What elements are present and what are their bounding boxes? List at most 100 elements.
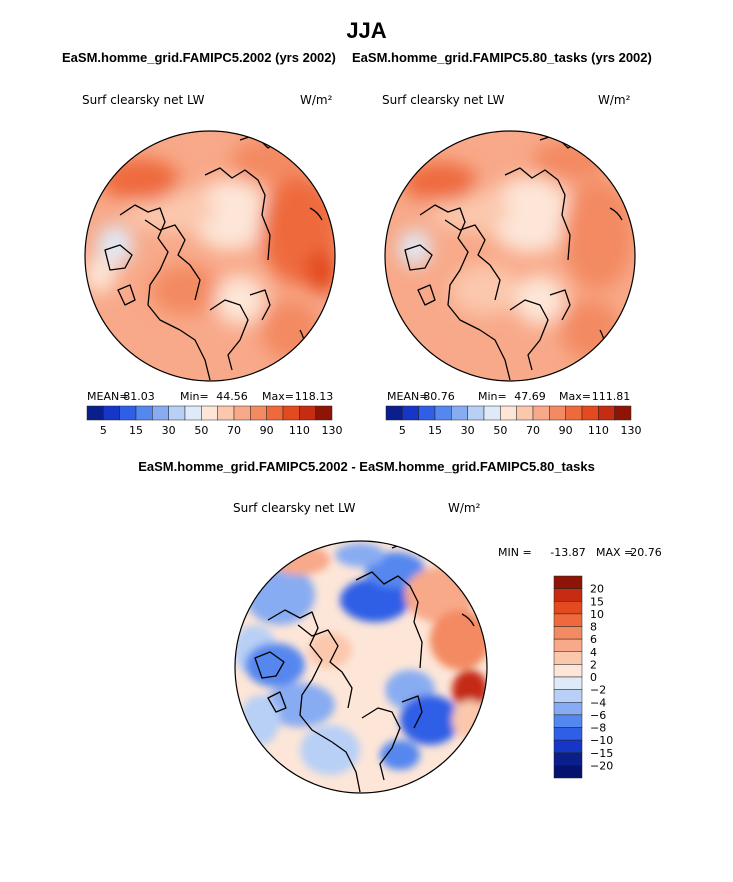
panel-2-colorbar-swatch — [467, 405, 485, 421]
panel-1-colorbar-label: 90 — [260, 424, 274, 437]
panel-2-colorbar-swatch — [549, 405, 566, 421]
panel-2-colorbar-swatch — [500, 405, 517, 421]
panel-diff-map-border — [234, 540, 488, 794]
panel-diff-colorbar-swatch — [553, 575, 583, 589]
panel-diff-colorbar-label: 0 — [590, 671, 597, 684]
panel-diff-min-label: MIN = — [498, 546, 532, 559]
panel-2-map-border — [384, 130, 636, 382]
panel-1-colorbar-swatch — [168, 405, 186, 421]
panel-2-mean-label: MEAN= — [387, 390, 428, 403]
panel-1-colorbar-swatch — [135, 405, 153, 421]
panel-2-colorbar-label: 130 — [621, 424, 642, 437]
panel-1-colorbar-swatch — [184, 405, 202, 421]
panel-diff-colorbar-swatch — [553, 739, 583, 753]
panel-2-colorbar-swatch — [451, 405, 468, 421]
panel-1-colorbar-swatch — [299, 405, 316, 421]
panel-2-colorbar-swatch — [565, 405, 583, 421]
panel-diff-colorbar-label: 20 — [590, 583, 604, 596]
panel-1-colorbar-label: 30 — [162, 424, 176, 437]
panel-2-colorbar-label: 15 — [428, 424, 442, 437]
panel-2-min-value: 47.69 — [514, 390, 546, 403]
panel-diff-colorbar-swatch — [553, 613, 583, 627]
panel-2-min-label: Min= — [478, 390, 507, 403]
panel-diff-colorbar-label: 2 — [590, 658, 597, 671]
panel-2-max-label: Max= — [559, 390, 591, 403]
panel-2-colorbar-swatch — [402, 405, 419, 421]
panel-1-colorbar-label: 130 — [322, 424, 343, 437]
panel-2-colorbar-label: 110 — [588, 424, 609, 437]
panel-diff-colorbar-swatch — [553, 664, 583, 678]
panel-diff-colorbar-label: 15 — [590, 595, 604, 608]
panel-1-units: W/m² — [300, 93, 333, 107]
panel-1-colorbar-swatch — [250, 405, 267, 421]
panel-diff-max-value: 20.76 — [630, 546, 662, 559]
panel-1-mean-value: 81.03 — [123, 390, 155, 403]
panel-2-title: EaSM.homme_grid.FAMIPC5.80_tasks (yrs 20… — [352, 50, 652, 65]
panel-2-colorbar-swatch — [516, 405, 534, 421]
panel-diff-colorbar-label: −6 — [590, 709, 606, 722]
panel-diff-colorbar-swatch — [553, 702, 583, 716]
panel-2-colorbar-swatch — [385, 405, 403, 421]
panel-1-min-value: 44.56 — [216, 390, 248, 403]
panel-diff-map — [235, 541, 487, 793]
panel-1-colorbar-label: 5 — [100, 424, 107, 437]
panel-2-colorbar-swatch — [581, 405, 599, 421]
panel-1-colorbar-swatch — [266, 405, 284, 421]
panel-diff-colorbar-swatch — [553, 752, 583, 766]
panel-2-mean-value: 80.76 — [423, 390, 455, 403]
panel-1-colorbar-swatch — [103, 405, 120, 421]
panel-diff-colorbar-label: −20 — [590, 759, 613, 772]
diff-panel-title: EaSM.homme_grid.FAMIPC5.2002 - EaSM.homm… — [138, 459, 595, 474]
panel-1-variable: Surf clearsky net LW — [82, 93, 205, 107]
panel-diff-colorbar-swatch — [553, 765, 583, 779]
panel-1-title: EaSM.homme_grid.FAMIPC5.2002 (yrs 2002) — [62, 50, 336, 65]
panel-2-colorbar-swatch — [598, 405, 615, 421]
panel-1-max-label: Max= — [262, 390, 294, 403]
panel-diff-colorbar-swatch — [553, 714, 583, 728]
panel-1-colorbar-swatch — [152, 405, 169, 421]
panel-diff-units: W/m² — [448, 501, 481, 515]
panel-diff-colorbar-swatch — [553, 588, 583, 602]
panel-1-mean-label: MEAN= — [87, 390, 128, 403]
panel-1-min-label: Min= — [180, 390, 209, 403]
panel-1-colorbar-label: 70 — [227, 424, 241, 437]
panel-1-colorbar: 5 15 30 50 70 90 110 130 — [86, 405, 343, 437]
panel-1-colorbar-swatch — [217, 405, 235, 421]
panel-diff-colorbar-swatch — [553, 601, 583, 615]
panel-1: Surf clearsky net LW W/m² — [82, 93, 343, 437]
panel-2-colorbar-swatch — [532, 405, 550, 421]
panel-1-colorbar-label: 110 — [289, 424, 310, 437]
panel-diff: Surf clearsky net LW W/m² MIN = -13.87 M… — [233, 501, 662, 794]
panel-2-colorbar-swatch — [434, 405, 452, 421]
panel-2-colorbar-swatch — [614, 405, 632, 421]
panel-diff-colorbar-label: −8 — [590, 722, 606, 735]
panel-diff-colorbar-label: −10 — [590, 734, 613, 747]
panel-2-units: W/m² — [598, 93, 631, 107]
panel-2-colorbar-label: 30 — [461, 424, 475, 437]
panel-1-map — [85, 131, 335, 381]
panel-diff-colorbar-label: 10 — [590, 608, 604, 621]
panel-diff-colorbar-label: 8 — [590, 621, 597, 634]
panel-1-colorbar-swatch — [119, 405, 137, 421]
panel-1-colorbar-swatch — [282, 405, 300, 421]
panel-1-colorbar-swatch — [86, 405, 104, 421]
panel-1-colorbar-swatch — [233, 405, 251, 421]
panel-1-map-border — [84, 130, 336, 382]
panel-2-colorbar: 5 15 30 50 70 90 110 130 — [385, 405, 642, 437]
panel-diff-colorbar-swatch — [553, 676, 583, 690]
panel-1-colorbar-label: 15 — [129, 424, 143, 437]
panel-2: Surf clearsky net LW W/m² — [382, 93, 642, 437]
panel-2-max-value: 111.81 — [592, 390, 631, 403]
panel-2-map — [385, 131, 635, 381]
figure-title: JJA — [346, 18, 387, 43]
panel-diff-colorbar-swatch — [553, 689, 583, 703]
panel-2-colorbar-label: 50 — [493, 424, 507, 437]
panel-diff-max-label: MAX = — [596, 546, 633, 559]
panel-diff-colorbar-label: 6 — [590, 633, 597, 646]
panel-2-colorbar-label: 90 — [559, 424, 573, 437]
panel-diff-colorbar-swatch — [553, 651, 583, 665]
panel-diff-colorbar-label: −2 — [590, 684, 606, 697]
panel-2-colorbar-label: 70 — [526, 424, 540, 437]
